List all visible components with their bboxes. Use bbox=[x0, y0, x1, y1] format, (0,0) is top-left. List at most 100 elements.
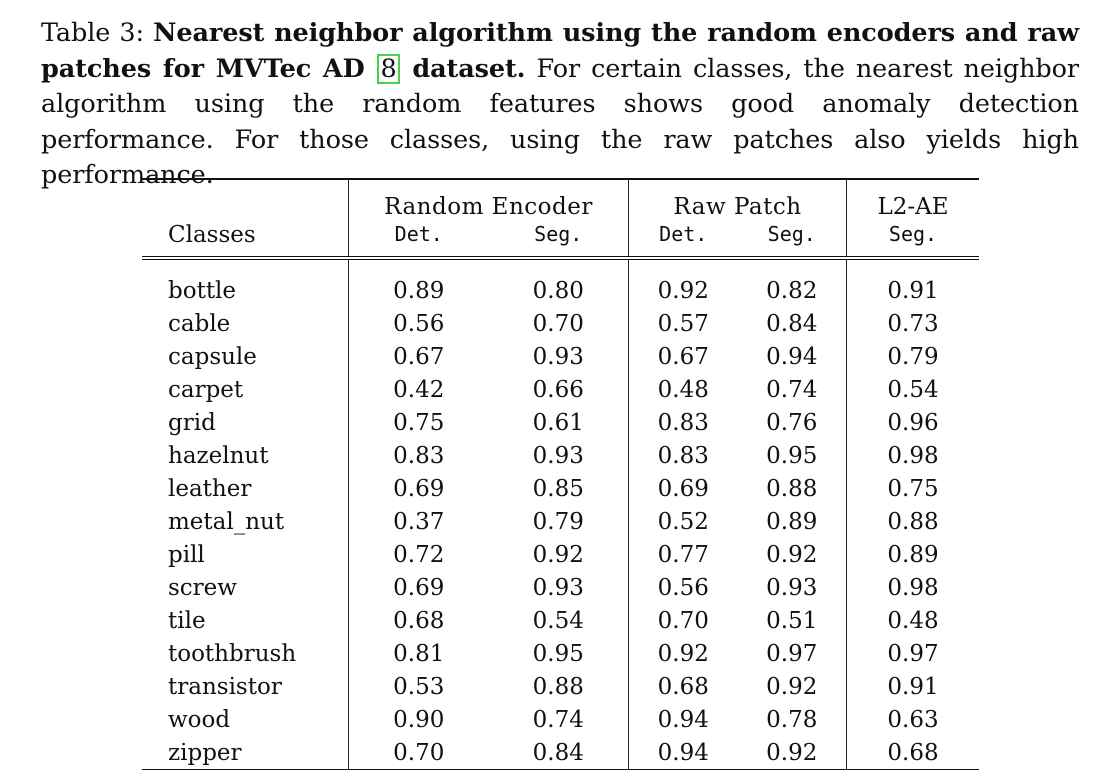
value-cell: 0.93 bbox=[766, 574, 818, 601]
class-name-cell: zipper bbox=[168, 739, 242, 766]
value-cell: 0.92 bbox=[628, 637, 738, 670]
value-cell: 0.74 bbox=[766, 376, 818, 403]
value-cell: 0.89 bbox=[846, 538, 979, 571]
class-name-cell: bottle bbox=[168, 277, 237, 304]
class-name-cell: hazelnut bbox=[168, 442, 269, 469]
table-row: tile 0.68 0.54 0.70 0.51 0.48 bbox=[142, 604, 979, 637]
value-cell: 0.67 bbox=[348, 340, 489, 373]
value-cell: 0.75 bbox=[348, 406, 489, 439]
value-cell: 0.88 bbox=[846, 505, 979, 538]
value-cell: 0.82 bbox=[766, 277, 818, 304]
table-row: capsule 0.67 0.93 0.67 0.94 0.79 bbox=[142, 340, 979, 373]
class-name-cell: transistor bbox=[168, 673, 282, 700]
value-cell: 0.73 bbox=[846, 307, 979, 340]
value-cell: 0.72 bbox=[348, 538, 489, 571]
table-row: toothbrush 0.81 0.95 0.92 0.97 0.97 bbox=[142, 637, 979, 670]
value-cell: 0.83 bbox=[628, 439, 738, 472]
value-cell: 0.68 bbox=[628, 670, 738, 703]
value-cell: 0.61 bbox=[532, 409, 584, 436]
value-cell: 0.95 bbox=[532, 640, 584, 667]
table-body: bottle 0.89 0.80 0.92 0.82 0.91 cable 0.56 0.70 0… bbox=[142, 258, 979, 770]
caption-label: Table 3: bbox=[41, 18, 154, 48]
subheader-re-det: Det. bbox=[348, 222, 489, 258]
value-cell: 0.85 bbox=[532, 475, 584, 502]
value-cell: 0.76 bbox=[766, 409, 818, 436]
citation-link[interactable]: 8 bbox=[377, 53, 400, 84]
value-cell: 0.92 bbox=[766, 739, 818, 766]
subheader-rp-det: Det. bbox=[628, 222, 738, 258]
value-cell: 0.94 bbox=[766, 343, 818, 370]
table-row: transistor 0.53 0.88 0.68 0.92 0.91 bbox=[142, 670, 979, 703]
value-cell: 0.91 bbox=[846, 670, 979, 703]
value-cell: 0.98 bbox=[846, 439, 979, 472]
table-row: pill 0.72 0.92 0.77 0.92 0.89 bbox=[142, 538, 979, 571]
value-cell: 0.66 bbox=[532, 376, 584, 403]
results-table: Random Encoder Raw Patch L2-AE Classes D… bbox=[142, 178, 979, 770]
table-row: metal_nut 0.37 0.79 0.52 0.89 0.88 bbox=[142, 505, 979, 538]
value-cell: 0.89 bbox=[348, 258, 489, 307]
table-row: screw 0.69 0.93 0.56 0.93 0.98 bbox=[142, 571, 979, 604]
value-cell: 0.37 bbox=[348, 505, 489, 538]
value-cell: 0.92 bbox=[532, 541, 584, 568]
class-name-cell: carpet bbox=[168, 376, 244, 403]
value-cell: 0.70 bbox=[348, 736, 489, 770]
class-name-cell: tile bbox=[168, 607, 206, 634]
value-cell: 0.84 bbox=[532, 739, 584, 766]
value-cell: 0.74 bbox=[532, 706, 584, 733]
table-row: leather 0.69 0.85 0.69 0.88 0.75 bbox=[142, 472, 979, 505]
value-cell: 0.42 bbox=[348, 373, 489, 406]
value-cell: 0.69 bbox=[628, 472, 738, 505]
class-name-cell: toothbrush bbox=[168, 640, 297, 667]
table-row: zipper 0.70 0.84 0.94 0.92 0.68 bbox=[142, 736, 979, 770]
table-row: carpet 0.42 0.66 0.48 0.74 0.54 bbox=[142, 373, 979, 406]
value-cell: 0.83 bbox=[628, 406, 738, 439]
value-cell: 0.75 bbox=[846, 472, 979, 505]
class-name-cell: screw bbox=[168, 574, 237, 601]
caption-title-part1: Nearest neighbor algorithm using the ran… bbox=[41, 18, 1079, 84]
value-cell: 0.48 bbox=[846, 604, 979, 637]
table-row: cable 0.56 0.70 0.57 0.84 0.73 bbox=[142, 307, 979, 340]
table-row: grid 0.75 0.61 0.83 0.76 0.96 bbox=[142, 406, 979, 439]
value-cell: 0.92 bbox=[628, 258, 738, 307]
class-name-cell: grid bbox=[168, 409, 216, 436]
value-cell: 0.63 bbox=[846, 703, 979, 736]
class-name-cell: metal_nut bbox=[168, 508, 285, 535]
value-cell: 0.83 bbox=[348, 439, 489, 472]
value-cell: 0.68 bbox=[348, 604, 489, 637]
value-cell: 0.96 bbox=[846, 406, 979, 439]
table-caption: Table 3: Nearest neighbor algorithm usin… bbox=[41, 16, 1079, 194]
value-cell: 0.67 bbox=[628, 340, 738, 373]
caption-description: For certain classes, the nearest neighbo… bbox=[41, 53, 1079, 191]
group-header-l2-ae: L2-AE bbox=[846, 179, 979, 222]
class-name-cell: cable bbox=[168, 310, 231, 337]
value-cell: 0.88 bbox=[766, 475, 818, 502]
value-cell: 0.69 bbox=[348, 571, 489, 604]
group-header-raw-patch: Raw Patch bbox=[628, 179, 847, 222]
value-cell: 0.84 bbox=[766, 310, 818, 337]
group-header-random-encoder: Random Encoder bbox=[348, 179, 629, 222]
value-cell: 0.68 bbox=[846, 736, 979, 770]
table-row: bottle 0.89 0.80 0.92 0.82 0.91 bbox=[142, 258, 979, 307]
value-cell: 0.97 bbox=[846, 637, 979, 670]
value-cell: 0.81 bbox=[348, 637, 489, 670]
header-spacer bbox=[142, 179, 349, 222]
value-cell: 0.92 bbox=[766, 541, 818, 568]
value-cell: 0.70 bbox=[628, 604, 738, 637]
class-name-cell: capsule bbox=[168, 343, 257, 370]
caption-title-part2: dataset. bbox=[400, 53, 526, 84]
value-cell: 0.53 bbox=[348, 670, 489, 703]
table-row: wood 0.90 0.74 0.94 0.78 0.63 bbox=[142, 703, 979, 736]
classes-header: Classes bbox=[168, 222, 256, 248]
table-row: hazelnut 0.83 0.93 0.83 0.95 0.98 bbox=[142, 439, 979, 472]
class-name-cell: wood bbox=[168, 706, 231, 733]
value-cell: 0.80 bbox=[532, 277, 584, 304]
value-cell: 0.79 bbox=[532, 508, 584, 535]
subheader-re-seg: Seg. bbox=[534, 222, 583, 246]
value-cell: 0.57 bbox=[628, 307, 738, 340]
value-cell: 0.56 bbox=[348, 307, 489, 340]
value-cell: 0.52 bbox=[628, 505, 738, 538]
value-cell: 0.56 bbox=[628, 571, 738, 604]
value-cell: 0.90 bbox=[348, 703, 489, 736]
value-cell: 0.70 bbox=[532, 310, 584, 337]
value-cell: 0.89 bbox=[766, 508, 818, 535]
